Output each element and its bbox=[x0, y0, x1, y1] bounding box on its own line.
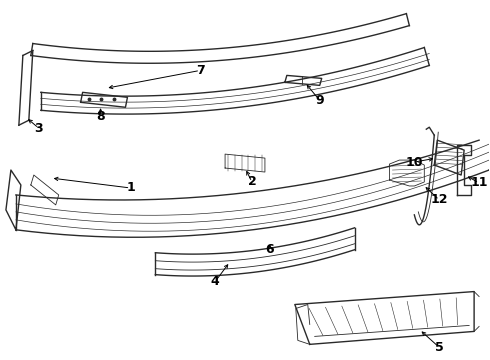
Text: 10: 10 bbox=[406, 156, 423, 168]
Text: 8: 8 bbox=[96, 110, 105, 123]
Text: 3: 3 bbox=[34, 122, 43, 135]
Text: 9: 9 bbox=[316, 94, 324, 107]
Text: 6: 6 bbox=[266, 243, 274, 256]
Text: 11: 11 bbox=[470, 176, 488, 189]
Text: 2: 2 bbox=[247, 175, 256, 189]
Text: 1: 1 bbox=[126, 181, 135, 194]
Text: 5: 5 bbox=[435, 341, 443, 354]
Text: 4: 4 bbox=[211, 275, 220, 288]
Text: 7: 7 bbox=[196, 64, 204, 77]
Text: 12: 12 bbox=[431, 193, 448, 206]
